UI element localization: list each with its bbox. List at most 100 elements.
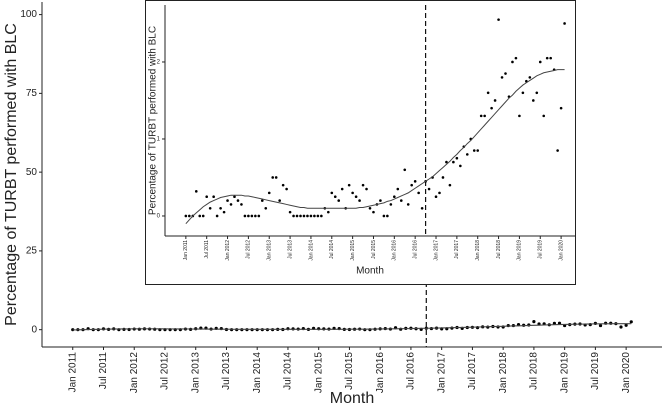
inset-frame: [145, 0, 576, 285]
y-axis-title: Percentage of TURBT performed with BLC: [148, 26, 159, 215]
data-point: [226, 199, 229, 202]
x-tick-label: Jul 2016: [406, 352, 417, 390]
data-point: [340, 187, 344, 191]
x-tick-label: Jan 2018: [475, 240, 481, 261]
data-point: [267, 191, 271, 195]
data-point: [358, 199, 361, 202]
data-point: [476, 149, 480, 152]
x-tick-label: Jul 2016: [412, 240, 418, 259]
data-point: [299, 214, 302, 218]
data-point: [243, 214, 247, 218]
data-point: [379, 199, 382, 202]
x-tick-label: Jan 2017: [436, 352, 447, 394]
data-point: [427, 187, 431, 191]
data-point: [535, 91, 539, 95]
data-point: [455, 156, 459, 160]
data-point: [368, 206, 372, 210]
data-point: [320, 214, 323, 218]
data-point: [278, 199, 281, 202]
y-tick-label: 0: [31, 324, 37, 335]
data-point: [629, 320, 633, 324]
data-point: [514, 56, 518, 60]
data-point: [386, 214, 389, 218]
data-point: [559, 106, 563, 110]
data-point: [347, 183, 351, 187]
y-tick-label: 0: [157, 214, 161, 220]
data-point: [271, 176, 275, 179]
data-point: [215, 214, 219, 218]
x-tick-label: Jul 2019: [538, 240, 544, 259]
data-point: [240, 203, 243, 206]
data-point: [511, 60, 514, 64]
data-point: [389, 203, 393, 206]
x-axis-title: Month: [356, 266, 384, 277]
data-point: [403, 168, 407, 172]
data-point: [250, 214, 254, 218]
data-point: [563, 22, 566, 25]
data-point: [306, 214, 309, 218]
data-point: [274, 176, 278, 179]
x-tick-label: Jul 2018: [496, 240, 502, 259]
x-tick-label: Jan 2012: [129, 352, 140, 394]
data-point: [354, 195, 358, 199]
data-point: [292, 214, 295, 218]
y-tick-label: 100: [20, 9, 37, 20]
data-point: [420, 206, 424, 210]
data-point: [542, 114, 546, 118]
x-tick-label: Jul 2015: [371, 240, 377, 259]
x-tick-label: Jul 2017: [454, 240, 460, 259]
data-point: [556, 149, 559, 152]
data-point: [434, 195, 438, 199]
data-point: [257, 214, 261, 218]
data-point: [247, 214, 250, 218]
data-point: [483, 114, 486, 118]
x-tick-label: Jan 2015: [313, 352, 324, 394]
data-point: [337, 199, 341, 202]
data-point: [208, 206, 212, 210]
x-tick-label: Jan 2019: [517, 240, 523, 261]
data-point: [194, 190, 198, 193]
data-point: [254, 214, 257, 218]
data-point: [198, 214, 202, 218]
x-tick-label: Jan 2020: [558, 240, 564, 261]
data-point: [441, 176, 445, 179]
data-point: [448, 183, 452, 187]
x-tick-label: Jan 2011: [67, 352, 78, 393]
data-point: [399, 199, 403, 202]
y-axis-title: Percentage of TURBT performed with BLC: [3, 23, 20, 326]
data-point: [452, 160, 455, 164]
data-point: [260, 199, 264, 202]
data-point: [219, 206, 222, 210]
data-point: [500, 76, 504, 79]
data-point: [490, 106, 493, 110]
data-point: [302, 214, 306, 218]
data-point: [417, 191, 420, 195]
x-tick-label: Jan 2013: [190, 352, 201, 394]
data-point: [406, 203, 410, 206]
x-tick-label: Jan 2011: [183, 240, 189, 260]
x-tick-label: Jul 2018: [529, 352, 540, 390]
data-point: [493, 99, 497, 102]
data-point: [598, 323, 603, 328]
x-tick-label: Jul 2015: [344, 352, 355, 390]
data-point: [382, 214, 386, 218]
data-point: [518, 114, 521, 118]
data-point: [236, 199, 240, 202]
x-tick-label: Jan 2014: [252, 352, 263, 394]
data-point: [205, 195, 208, 199]
data-point: [486, 91, 490, 95]
data-point: [532, 320, 536, 324]
data-point: [438, 191, 441, 195]
data-point: [188, 214, 191, 218]
x-tick-label: Jan 2017: [433, 240, 439, 261]
data-point: [521, 91, 525, 95]
data-point: [222, 210, 226, 214]
y-tick-label: 1: [157, 137, 161, 143]
x-tick-label: Jul 2013: [287, 240, 293, 259]
x-axis-title: Month: [330, 390, 374, 407]
data-point: [309, 214, 313, 218]
data-point: [472, 149, 476, 152]
data-point: [212, 195, 215, 199]
data-point: [372, 210, 375, 214]
